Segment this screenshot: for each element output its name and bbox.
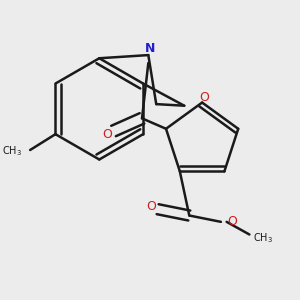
Text: O: O (227, 215, 237, 228)
Text: O: O (199, 91, 208, 104)
Text: O: O (146, 200, 156, 212)
Text: O: O (102, 128, 112, 141)
Text: CH$_3$: CH$_3$ (253, 231, 273, 244)
Text: CH$_3$: CH$_3$ (2, 145, 22, 158)
Text: N: N (145, 42, 155, 55)
